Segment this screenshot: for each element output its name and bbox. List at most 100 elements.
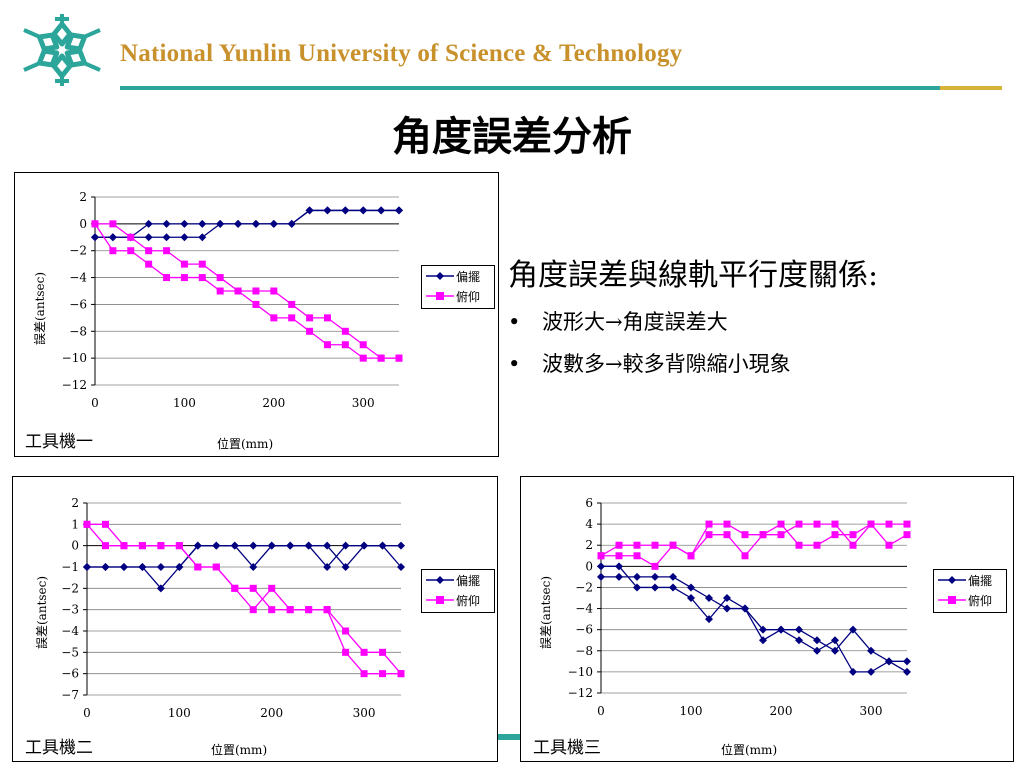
data-point (306, 314, 314, 322)
y-tick-label: −5 (61, 645, 79, 659)
data-point (377, 354, 385, 362)
square-marker-icon (426, 292, 454, 300)
y-tick-label: −3 (61, 603, 79, 617)
y-tick-label: −4 (69, 271, 87, 285)
data-point (249, 584, 257, 592)
data-point (795, 625, 803, 634)
data-point (669, 541, 677, 549)
chart-machine-1: 2 0 −2 −4 −6 −8 −10 −12 0 100 200 300 誤差(antsec) 位置… (14, 172, 499, 457)
data-point (597, 562, 605, 571)
data-point (175, 542, 183, 550)
data-point (193, 541, 202, 550)
data-point (127, 233, 135, 241)
data-point (867, 646, 875, 655)
data-point (359, 206, 368, 215)
data-point (198, 274, 206, 282)
data-point (705, 531, 713, 539)
data-point (669, 583, 677, 592)
square-marker-icon (938, 596, 966, 604)
data-point (651, 541, 659, 549)
data-point (723, 520, 731, 528)
data-point (175, 563, 184, 571)
data-point (885, 541, 893, 549)
university-logo-icon (23, 14, 101, 86)
x-tick-label: 300 (353, 706, 376, 720)
chart-2-x-axis-label: 位置(mm) (211, 743, 268, 757)
legend-label: 俯仰 (968, 594, 993, 608)
data-point (119, 563, 128, 571)
university-name: National Yunlin University of Science & … (120, 40, 683, 67)
legend-item-yaw: 偏擺 (422, 570, 494, 590)
data-point (198, 219, 207, 228)
data-point (795, 636, 803, 645)
note-item: • 波數多→較多背隙縮小現象 (508, 348, 878, 378)
series-line (95, 223, 399, 359)
data-point (180, 233, 189, 242)
y-tick-label: −4 (61, 624, 79, 638)
data-point (597, 552, 605, 560)
slide-title: 角度誤差分析 (392, 113, 632, 160)
data-point (305, 606, 313, 614)
data-point (360, 670, 368, 678)
y-tick-label: 4 (585, 517, 593, 531)
data-point (341, 341, 349, 349)
data-point (615, 541, 623, 549)
data-point (849, 531, 857, 539)
data-point (180, 260, 188, 268)
data-point (288, 300, 296, 308)
diamond-marker-icon (426, 576, 454, 584)
legend-item-pitch: 俯仰 (422, 590, 494, 610)
data-point (212, 541, 221, 550)
data-point (360, 648, 368, 656)
data-point (813, 646, 821, 655)
data-point (306, 327, 314, 335)
data-point (687, 552, 695, 560)
data-point (633, 541, 641, 549)
note-item: • 波形大→角度誤差大 (508, 306, 878, 336)
data-point (360, 541, 369, 550)
data-point (849, 667, 857, 676)
data-point (705, 520, 713, 528)
chart-machine-2: 2 1 0 −1 −2 −3 −4 −5 −6 −7 0 100 200 300 誤差(antsec) 位… (12, 476, 498, 762)
data-point (120, 542, 128, 550)
data-point (359, 354, 367, 362)
x-tick-label: 100 (173, 396, 196, 410)
data-point (831, 646, 839, 655)
data-point (615, 552, 623, 560)
data-point (286, 541, 295, 550)
data-point (705, 615, 713, 624)
data-point (251, 219, 260, 228)
data-point (268, 606, 276, 614)
data-point (216, 219, 225, 228)
data-point (127, 247, 135, 255)
data-point (342, 627, 350, 635)
chart-2-machine-label: 工具機二 (25, 738, 93, 758)
data-point (138, 542, 146, 550)
chart-1-y-axis-label: 誤差(antsec) (33, 271, 47, 345)
data-point (397, 541, 405, 550)
diamond-marker-icon (426, 272, 454, 280)
legend-label: 俯仰 (456, 290, 481, 304)
data-point (234, 287, 242, 295)
data-point (323, 541, 332, 550)
y-tick-label: 1 (71, 517, 79, 531)
y-tick-label: −6 (69, 297, 87, 311)
legend-label: 偏擺 (968, 574, 993, 588)
x-tick-label: 300 (860, 704, 883, 718)
data-point (777, 625, 785, 634)
data-point (101, 542, 109, 550)
data-point (831, 520, 839, 528)
notes-heading: 角度誤差與線軌平行度關係: (508, 258, 879, 293)
data-point (341, 541, 350, 550)
data-point (378, 541, 387, 550)
data-point (270, 314, 278, 322)
data-point (162, 233, 171, 242)
data-point (83, 520, 91, 528)
data-point (687, 583, 695, 592)
data-point (903, 667, 911, 676)
data-point (252, 287, 260, 295)
data-point (885, 520, 893, 528)
chart-1-machine-label: 工具機一 (25, 432, 93, 452)
data-point (198, 233, 207, 242)
chart-2-y-axis-label: 誤差(antsec) (35, 575, 49, 649)
